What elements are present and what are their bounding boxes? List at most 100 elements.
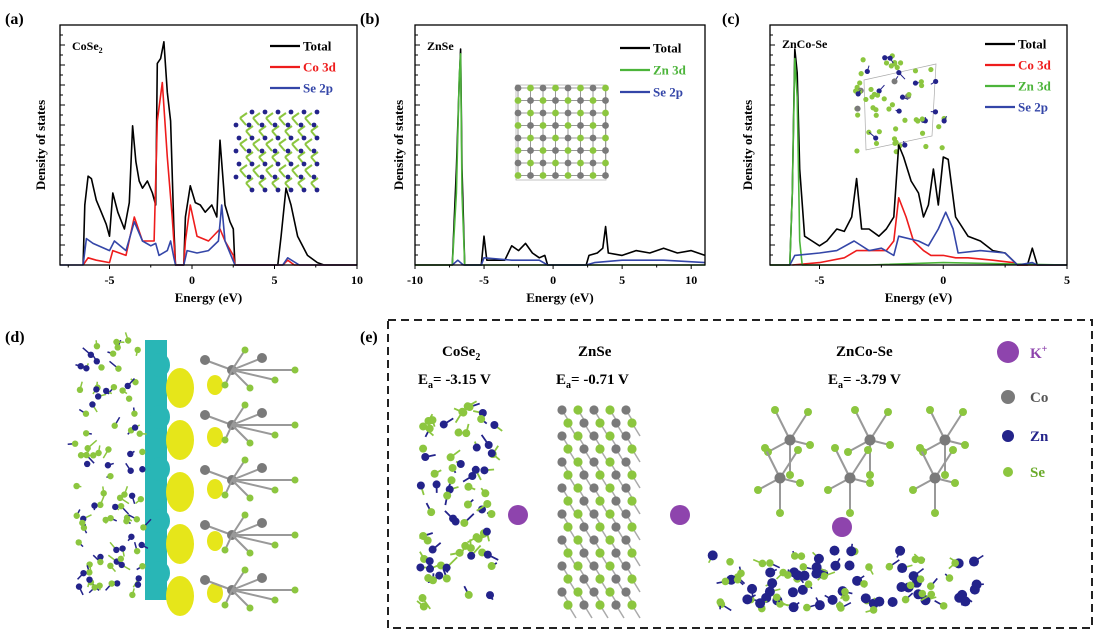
atom bbox=[241, 346, 249, 354]
bond bbox=[231, 589, 276, 601]
atom bbox=[923, 143, 929, 150]
bond bbox=[231, 577, 263, 591]
atom bbox=[124, 382, 131, 390]
atom bbox=[602, 84, 609, 92]
x-tick-label: 0 bbox=[940, 273, 946, 287]
atom bbox=[75, 583, 83, 590]
structure-label-cose2: CoSe2 Ea= -3.15 V bbox=[418, 344, 491, 391]
k-atom bbox=[508, 505, 528, 525]
atom bbox=[249, 135, 255, 141]
atom bbox=[595, 470, 605, 480]
atom bbox=[257, 353, 267, 363]
atom bbox=[464, 590, 473, 599]
bond bbox=[304, 143, 312, 152]
atom bbox=[577, 84, 584, 92]
atom bbox=[936, 124, 942, 130]
atom bbox=[86, 576, 93, 583]
bond bbox=[271, 151, 280, 158]
dos-chart-c: -5 0 5 Energy (eV) Density of states ZnCo-Se T… bbox=[740, 24, 1070, 305]
legend-label: Total bbox=[1018, 37, 1047, 52]
atom bbox=[285, 174, 291, 180]
bond bbox=[239, 164, 248, 171]
atom bbox=[573, 509, 583, 519]
bond bbox=[245, 177, 254, 184]
atom bbox=[855, 112, 861, 118]
atom bbox=[883, 60, 890, 66]
atom bbox=[621, 561, 631, 571]
atom bbox=[485, 591, 494, 600]
bond bbox=[278, 112, 287, 119]
panel-e-frame bbox=[387, 319, 1093, 629]
atom bbox=[262, 161, 268, 167]
atom bbox=[435, 571, 444, 580]
bond bbox=[231, 534, 276, 546]
structure-label-znco-se: ZnCo-Se Ea= -3.79 V bbox=[828, 344, 901, 391]
y-axis-label: Density of states bbox=[740, 100, 755, 190]
atom bbox=[916, 575, 925, 583]
atom bbox=[951, 559, 959, 567]
atom bbox=[73, 512, 80, 519]
bond bbox=[934, 449, 954, 479]
atom bbox=[97, 558, 104, 566]
atom bbox=[589, 509, 599, 519]
atom bbox=[557, 431, 567, 441]
atom bbox=[577, 134, 584, 142]
atom bbox=[957, 589, 968, 600]
atom bbox=[416, 563, 425, 572]
atom bbox=[80, 569, 87, 577]
plot-frame bbox=[414, 24, 706, 266]
atom bbox=[611, 496, 621, 506]
atom bbox=[971, 579, 982, 590]
atom bbox=[467, 551, 476, 560]
bond bbox=[258, 151, 267, 158]
atom bbox=[827, 594, 838, 605]
atom bbox=[257, 463, 267, 473]
k-atom bbox=[832, 517, 852, 537]
atom bbox=[71, 440, 79, 447]
atom bbox=[430, 469, 439, 478]
atom bbox=[747, 583, 758, 594]
atom bbox=[573, 457, 583, 467]
bond bbox=[304, 169, 312, 178]
bond bbox=[297, 125, 306, 132]
bond bbox=[310, 125, 319, 132]
x-axis-label: Energy (eV) bbox=[175, 290, 243, 305]
atom bbox=[874, 596, 885, 607]
atom bbox=[589, 587, 599, 597]
atom bbox=[421, 453, 430, 462]
atom bbox=[844, 448, 852, 456]
chart-title: CoSe2 bbox=[72, 39, 103, 55]
atom bbox=[611, 574, 621, 584]
atom bbox=[285, 148, 291, 154]
legend-label: Co 3d bbox=[1018, 58, 1052, 73]
x-tick-label: -5 bbox=[105, 273, 115, 287]
atom bbox=[262, 109, 268, 115]
bond bbox=[239, 169, 247, 178]
atom bbox=[514, 172, 522, 179]
atom bbox=[464, 482, 473, 491]
atom bbox=[627, 418, 637, 428]
atom bbox=[892, 59, 898, 66]
x-tick-label: 10 bbox=[351, 273, 363, 287]
atom bbox=[221, 546, 229, 554]
bond bbox=[231, 479, 251, 499]
atom bbox=[579, 548, 589, 558]
atom bbox=[443, 491, 452, 500]
atom bbox=[852, 575, 863, 586]
atom bbox=[427, 508, 436, 517]
bond bbox=[231, 404, 246, 426]
atom bbox=[552, 159, 559, 167]
atom bbox=[91, 502, 98, 509]
atom bbox=[97, 553, 104, 561]
atom bbox=[605, 405, 615, 415]
atom bbox=[487, 449, 496, 458]
atom bbox=[301, 109, 307, 115]
bond bbox=[297, 177, 306, 184]
atom bbox=[926, 582, 935, 590]
atom bbox=[893, 126, 899, 132]
atom bbox=[552, 84, 559, 92]
atom bbox=[91, 584, 98, 591]
atom bbox=[82, 430, 90, 437]
atom bbox=[906, 581, 915, 590]
